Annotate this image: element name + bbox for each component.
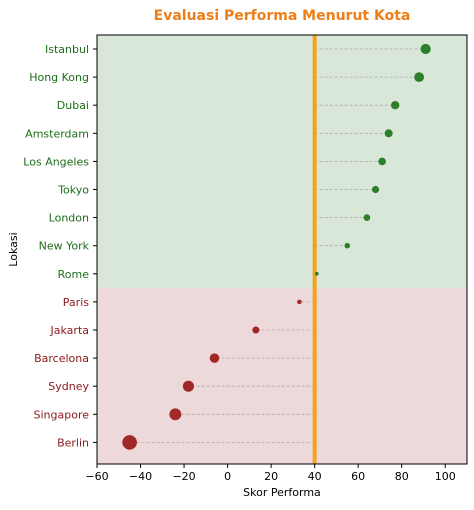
category-label: London xyxy=(49,212,89,225)
category-label: Paris xyxy=(63,296,89,309)
data-point xyxy=(384,129,393,138)
category-label: Hong Kong xyxy=(29,71,89,84)
data-point xyxy=(344,242,351,249)
x-tick-label: −40 xyxy=(129,470,152,483)
x-tick-label: 80 xyxy=(395,470,409,483)
x-tick-label: 0 xyxy=(224,470,231,483)
category-label: Dubai xyxy=(57,99,89,112)
data-point xyxy=(390,101,400,110)
data-point xyxy=(314,271,319,276)
chart-title: Evaluasi Performa Menurut Kota xyxy=(154,8,411,24)
above-target-band xyxy=(97,35,467,288)
x-tick-label: −20 xyxy=(172,470,195,483)
x-tick-label: 60 xyxy=(351,470,365,483)
data-point xyxy=(297,299,302,305)
below-target-band xyxy=(97,287,467,464)
x-tick-label: 40 xyxy=(308,470,322,483)
category-label: Rome xyxy=(58,268,90,281)
data-point xyxy=(378,157,386,166)
y-axis-label: Lokasi xyxy=(7,232,20,266)
data-point xyxy=(420,43,431,55)
x-tick-label: 20 xyxy=(264,470,278,483)
data-point xyxy=(122,435,137,450)
category-label: Singapore xyxy=(34,408,90,421)
data-point xyxy=(414,72,425,83)
category-label: Berlin xyxy=(57,436,89,449)
data-point xyxy=(363,214,371,221)
x-tick-label: −60 xyxy=(85,470,108,483)
category-label: Istanbul xyxy=(45,43,89,56)
category-label: Barcelona xyxy=(34,352,89,365)
data-point xyxy=(371,185,380,194)
x-tick-label: 100 xyxy=(435,470,456,483)
plot-frame xyxy=(96,34,468,465)
category-label: Tokyo xyxy=(57,184,89,197)
data-point xyxy=(209,353,220,363)
category-label: New York xyxy=(39,240,90,253)
data-point xyxy=(252,326,260,334)
category-label: Jakarta xyxy=(50,324,89,337)
category-label: Amsterdam xyxy=(25,127,89,140)
x-axis-label: Skor Performa xyxy=(243,486,321,499)
data-point xyxy=(169,408,182,421)
category-label: Los Angeles xyxy=(23,155,89,168)
category-label: Sydney xyxy=(48,380,89,393)
data-point xyxy=(182,380,194,392)
